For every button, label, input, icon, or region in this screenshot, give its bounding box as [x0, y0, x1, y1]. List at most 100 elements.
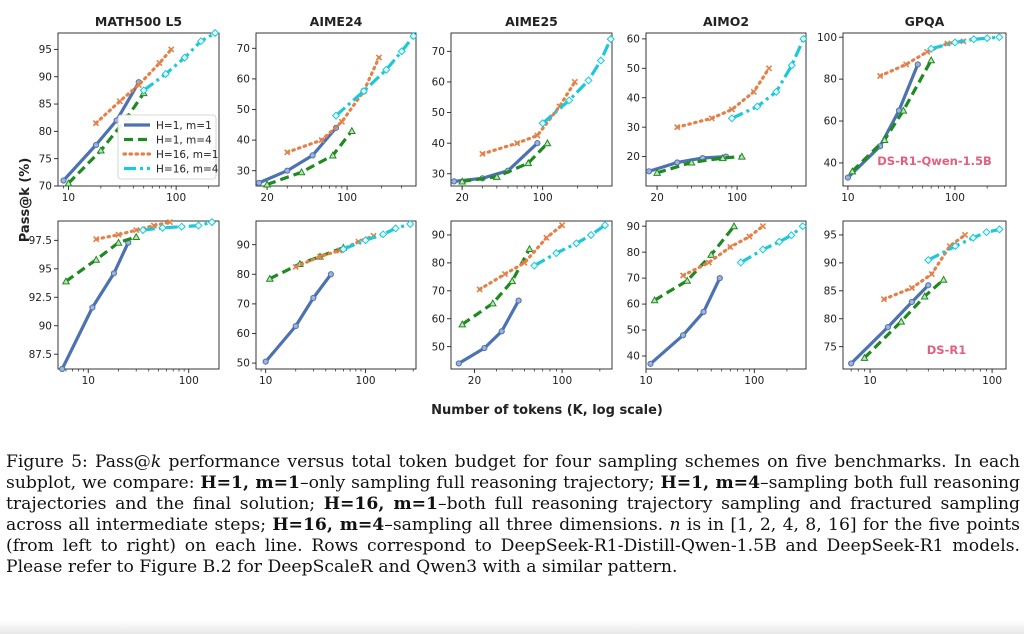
data-point	[765, 65, 773, 72]
y-tick-label: 95	[39, 44, 52, 56]
data-point	[361, 236, 370, 245]
y-axis-label: Pass@k (%)	[18, 158, 33, 243]
legend-label: H=16, m=4	[156, 164, 219, 176]
y-tick-label: 100	[817, 32, 837, 44]
y-tick-label: 70	[39, 181, 52, 193]
legend-box	[117, 114, 217, 180]
model-annotation: DS-R1-Qwen-1.5B	[877, 154, 992, 168]
caption-text: Figure 5: Pass@	[6, 452, 151, 472]
data-point	[687, 158, 696, 166]
data-point	[927, 44, 936, 53]
series-line-h1m1	[62, 81, 141, 182]
series-line-h16m4	[739, 224, 804, 264]
model-annotation: DS-R1	[927, 343, 966, 357]
y-tick-label: 50	[627, 63, 640, 75]
data-point	[534, 140, 541, 147]
data-point	[114, 238, 123, 246]
data-point	[139, 86, 148, 95]
data-point	[194, 221, 203, 230]
data-point	[928, 270, 935, 278]
y-tick-label: 40	[627, 351, 640, 363]
legend-label: H=1, m=4	[156, 135, 212, 147]
data-point	[860, 353, 869, 361]
series-line-h1m4	[266, 129, 354, 187]
y-tick-label: 60	[432, 77, 445, 89]
data-point	[799, 34, 808, 43]
data-point	[600, 221, 610, 230]
data-point	[521, 259, 528, 267]
data-point	[375, 54, 383, 61]
data-point	[96, 146, 105, 154]
data-point	[210, 28, 220, 38]
x-tick-label: 20	[468, 375, 481, 387]
y-tick-label: 60	[237, 328, 250, 340]
data-point	[908, 298, 915, 306]
data-point	[727, 114, 736, 123]
data-point	[750, 88, 757, 96]
data-point	[92, 119, 100, 127]
y-tick-label: 95	[39, 263, 52, 275]
y-tick-label: 70	[237, 43, 250, 55]
series-line-h1m1	[60, 241, 130, 370]
subplot-1-1: 10 100 50 60 70 80 90	[237, 219, 417, 387]
data-point	[716, 275, 723, 282]
data-point	[645, 168, 653, 175]
y-tick-label: 85	[824, 285, 837, 297]
y-tick-label: 60	[237, 74, 250, 86]
y-tick-label: 80	[432, 257, 445, 269]
data-point	[961, 231, 969, 239]
data-point	[848, 167, 857, 175]
data-point	[543, 234, 550, 241]
x-tick-label: 100	[552, 375, 572, 387]
subplot-1-4: 10 100 75 80 85 90 95 DS-R1	[824, 220, 1007, 387]
data-point	[458, 177, 467, 185]
data-point	[759, 223, 767, 230]
x-tick-label: 20	[260, 192, 273, 204]
y-tick-label: 60	[432, 313, 445, 325]
data-point	[515, 297, 522, 304]
data-point	[718, 153, 727, 162]
data-point	[450, 178, 458, 185]
series-line-h1m4	[461, 142, 549, 183]
data-point	[650, 295, 659, 304]
x-tick-label: 10	[259, 375, 272, 387]
subplot-0-1: AIME24 20 100 30 40 50 60 70	[237, 14, 418, 204]
data-point	[513, 139, 521, 147]
data-point	[455, 360, 462, 367]
data-point	[543, 138, 552, 147]
data-point	[61, 277, 71, 285]
caption-scheme-3: H=16, m=1	[323, 493, 439, 514]
data-point	[571, 78, 578, 86]
series-line-h1m4	[269, 246, 344, 281]
data-point	[255, 179, 263, 187]
subplot-1-0: 10 100 87.5 90 92.5 95 97.5	[29, 218, 220, 387]
caption-scheme-2: H=1, m=4	[660, 472, 761, 493]
data-point	[379, 230, 388, 239]
y-tick-label: 50	[627, 325, 640, 337]
data-point	[339, 245, 348, 254]
x-tick-label: 100	[337, 192, 357, 204]
data-point	[318, 136, 325, 144]
caption-text: –both full reasoning trajectory sampling…	[6, 493, 1020, 535]
series-line-h1m4	[851, 59, 933, 173]
y-tick-label: 70	[432, 46, 445, 58]
series-line-h1m4	[65, 235, 137, 283]
data-point	[60, 177, 67, 184]
y-tick-label: 60	[824, 116, 837, 128]
x-tick-label: 20	[650, 192, 663, 204]
data-point	[914, 61, 921, 68]
y-tick-label: 87.5	[29, 349, 52, 361]
data-point	[150, 222, 158, 229]
data-point	[292, 322, 299, 330]
data-point	[309, 152, 316, 159]
data-point	[501, 270, 509, 278]
data-point	[876, 72, 884, 80]
figure-caption: Figure 5: Pass@k performance versus tota…	[6, 452, 1020, 577]
data-point	[530, 261, 539, 270]
data-point	[297, 168, 306, 176]
data-point	[969, 233, 978, 242]
data-point	[156, 59, 163, 67]
y-tick-label: 90	[432, 230, 445, 242]
data-point	[196, 37, 206, 46]
